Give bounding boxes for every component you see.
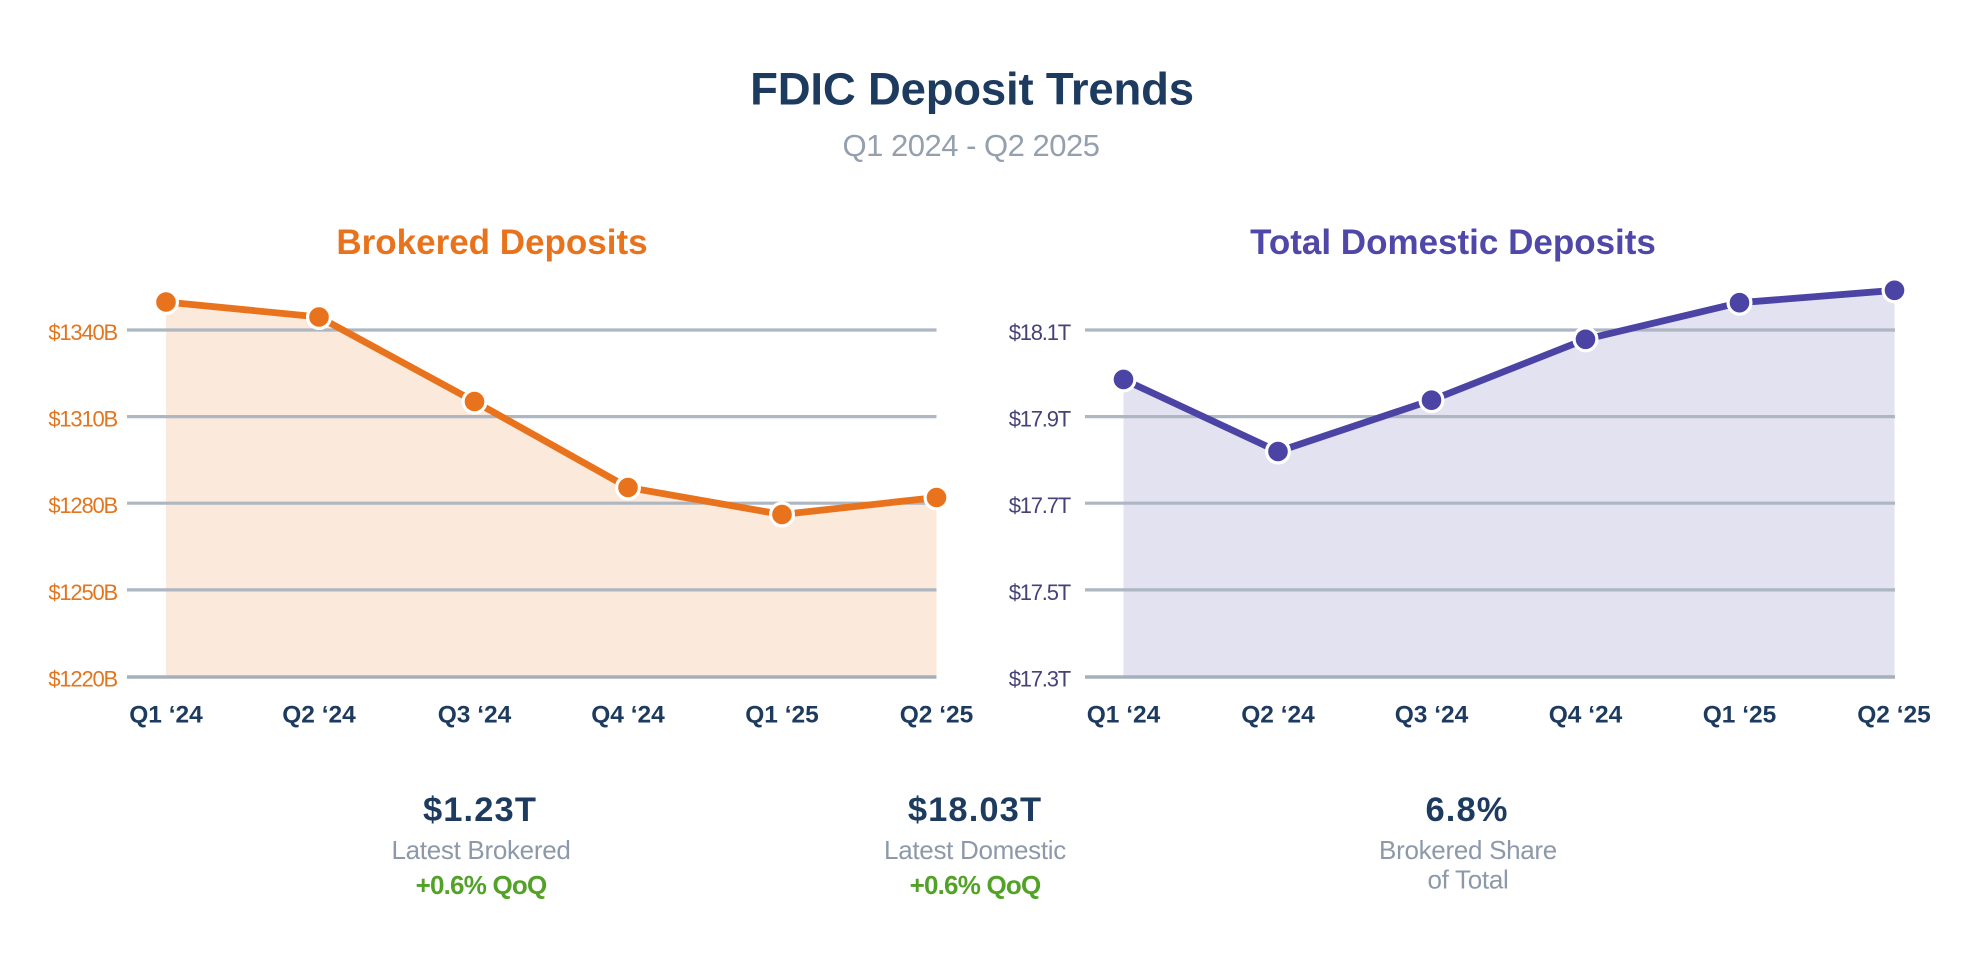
svg-text:Q4 ‘24: Q4 ‘24 bbox=[591, 702, 665, 729]
svg-text:$1340B: $1340B bbox=[48, 320, 117, 345]
svg-text:6.8%: 6.8% bbox=[1425, 791, 1508, 829]
svg-text:Q2 ‘24: Q2 ‘24 bbox=[1241, 702, 1315, 729]
svg-text:Latest Brokered: Latest Brokered bbox=[391, 835, 570, 865]
svg-text:of Total: of Total bbox=[1428, 865, 1509, 895]
svg-text:$17.9T: $17.9T bbox=[1009, 407, 1071, 432]
svg-text:Q1 ‘25: Q1 ‘25 bbox=[745, 702, 819, 729]
svg-text:Total Domestic Deposits: Total Domestic Deposits bbox=[1250, 223, 1656, 262]
svg-text:Q2 ‘25: Q2 ‘25 bbox=[900, 702, 974, 729]
svg-text:+0.6% QoQ: +0.6% QoQ bbox=[910, 870, 1041, 900]
svg-text:Q2 ‘25: Q2 ‘25 bbox=[1857, 702, 1931, 729]
svg-text:Brokered Share: Brokered Share bbox=[1379, 835, 1557, 865]
svg-text:+0.6% QoQ: +0.6% QoQ bbox=[416, 870, 547, 900]
svg-text:$18.03T: $18.03T bbox=[908, 791, 1042, 829]
svg-text:Q1 ‘25: Q1 ‘25 bbox=[1703, 702, 1777, 729]
svg-text:FDIC Deposit Trends: FDIC Deposit Trends bbox=[750, 63, 1194, 114]
svg-text:$1.23T: $1.23T bbox=[423, 791, 537, 829]
svg-text:$1280B: $1280B bbox=[48, 493, 117, 518]
svg-text:$1250B: $1250B bbox=[48, 580, 117, 605]
svg-text:Q4 ‘24: Q4 ‘24 bbox=[1549, 702, 1623, 729]
svg-text:$17.7T: $17.7T bbox=[1009, 493, 1071, 518]
svg-text:Q1 ‘24: Q1 ‘24 bbox=[129, 702, 203, 729]
svg-text:$17.3T: $17.3T bbox=[1009, 667, 1071, 692]
svg-text:$1220B: $1220B bbox=[48, 667, 117, 692]
svg-text:$17.5T: $17.5T bbox=[1009, 580, 1071, 605]
svg-text:$1310B: $1310B bbox=[48, 407, 117, 432]
svg-text:Brokered Deposits: Brokered Deposits bbox=[336, 223, 647, 262]
svg-text:Latest Domestic: Latest Domestic bbox=[884, 835, 1066, 865]
svg-text:Q1 2024 - Q2 2025: Q1 2024 - Q2 2025 bbox=[843, 128, 1100, 163]
svg-text:Q3 ‘24: Q3 ‘24 bbox=[438, 702, 512, 729]
svg-text:Q1 ‘24: Q1 ‘24 bbox=[1087, 702, 1161, 729]
svg-text:Q3 ‘24: Q3 ‘24 bbox=[1395, 702, 1469, 729]
svg-text:Q2 ‘24: Q2 ‘24 bbox=[282, 702, 356, 729]
svg-text:$18.1T: $18.1T bbox=[1009, 320, 1071, 345]
